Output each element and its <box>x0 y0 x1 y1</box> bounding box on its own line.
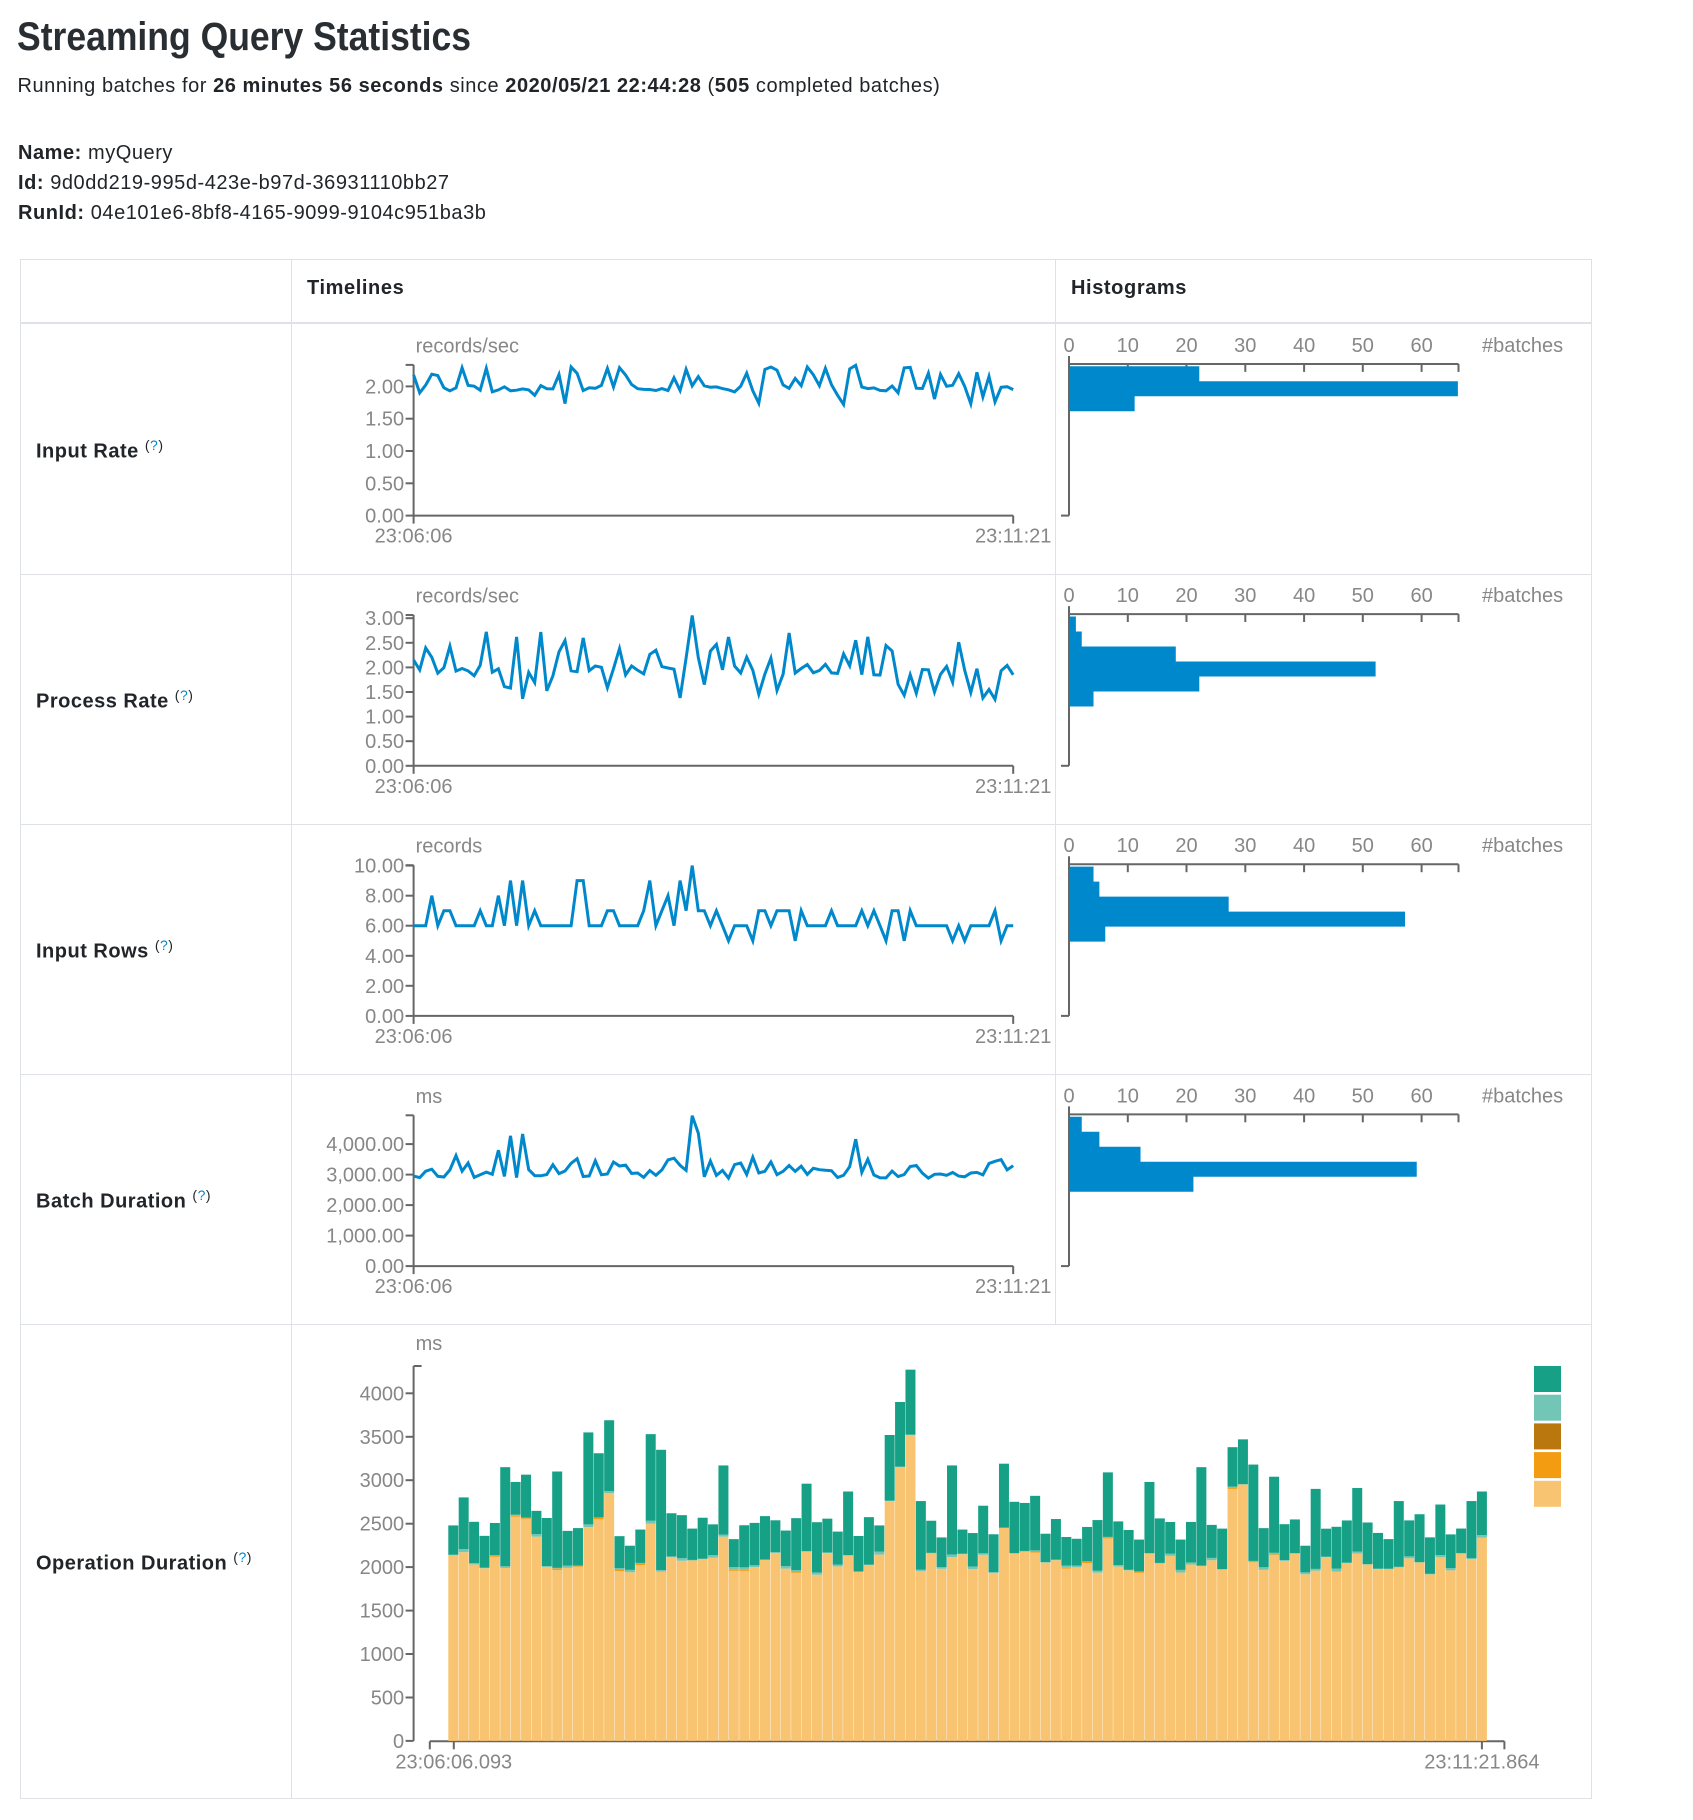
svg-text:23:11:21: 23:11:21 <box>975 776 1051 798</box>
svg-text:0.50: 0.50 <box>365 473 404 495</box>
svg-text:0: 0 <box>1063 335 1074 357</box>
svg-text:10: 10 <box>1117 1085 1139 1107</box>
svg-text:10: 10 <box>1117 835 1139 857</box>
svg-text:60: 60 <box>1410 835 1432 857</box>
svg-text:#batches: #batches <box>1482 835 1563 857</box>
svg-text:records/sec: records/sec <box>416 335 519 357</box>
svg-text:8.00: 8.00 <box>365 886 404 908</box>
svg-text:4,000.00: 4,000.00 <box>326 1134 404 1156</box>
svg-text:#batches: #batches <box>1482 1085 1563 1107</box>
svg-text:2.00: 2.00 <box>365 976 404 998</box>
svg-text:23:11:21: 23:11:21 <box>975 1276 1051 1298</box>
svg-text:2000: 2000 <box>360 1557 405 1579</box>
svg-text:10: 10 <box>1117 335 1139 357</box>
svg-text:4000: 4000 <box>360 1383 405 1405</box>
svg-text:20: 20 <box>1175 335 1197 357</box>
svg-text:50: 50 <box>1352 1085 1374 1107</box>
svg-text:50: 50 <box>1352 585 1374 607</box>
svg-text:2.00: 2.00 <box>365 376 404 398</box>
svg-text:#batches: #batches <box>1482 585 1563 607</box>
svg-text:30: 30 <box>1234 585 1256 607</box>
svg-text:ms: ms <box>416 1086 443 1108</box>
svg-text:20: 20 <box>1175 1085 1197 1107</box>
svg-text:0: 0 <box>393 1731 404 1753</box>
svg-text:records: records <box>416 836 483 858</box>
svg-text:1,000.00: 1,000.00 <box>326 1226 404 1248</box>
svg-text:23:11:21: 23:11:21 <box>975 526 1051 548</box>
svg-text:2.50: 2.50 <box>365 633 404 655</box>
svg-text:1.00: 1.00 <box>365 707 404 729</box>
svg-text:3000: 3000 <box>360 1470 405 1492</box>
svg-text:3500: 3500 <box>360 1427 405 1449</box>
svg-text:0.00: 0.00 <box>365 1006 404 1028</box>
svg-text:30: 30 <box>1234 1085 1256 1107</box>
svg-text:0: 0 <box>1063 585 1074 607</box>
svg-text:ms: ms <box>416 1333 443 1355</box>
svg-text:60: 60 <box>1410 585 1432 607</box>
svg-text:30: 30 <box>1234 835 1256 857</box>
svg-text:23:06:06: 23:06:06 <box>375 1276 453 1298</box>
svg-text:0: 0 <box>1063 835 1074 857</box>
svg-text:0: 0 <box>1063 1085 1074 1107</box>
svg-text:0.50: 0.50 <box>365 731 404 753</box>
svg-text:10: 10 <box>1117 585 1139 607</box>
svg-text:#batches: #batches <box>1482 335 1563 357</box>
svg-text:23:11:21.864: 23:11:21.864 <box>1424 1751 1539 1773</box>
svg-text:4.00: 4.00 <box>365 946 404 968</box>
svg-text:40: 40 <box>1293 585 1315 607</box>
svg-text:23:06:06: 23:06:06 <box>375 526 453 548</box>
svg-text:2,000.00: 2,000.00 <box>326 1195 404 1217</box>
svg-text:23:06:06.093: 23:06:06.093 <box>395 1751 512 1773</box>
svg-text:50: 50 <box>1352 335 1374 357</box>
svg-text:0.00: 0.00 <box>365 756 404 778</box>
svg-text:40: 40 <box>1293 835 1315 857</box>
svg-text:1.50: 1.50 <box>365 682 404 704</box>
svg-text:1.50: 1.50 <box>365 409 404 431</box>
svg-text:500: 500 <box>371 1688 404 1710</box>
svg-text:10.00: 10.00 <box>354 856 404 878</box>
svg-text:0.00: 0.00 <box>365 1256 404 1278</box>
svg-text:1.00: 1.00 <box>365 441 404 463</box>
svg-text:records/sec: records/sec <box>416 586 519 608</box>
svg-text:20: 20 <box>1175 835 1197 857</box>
svg-text:0.00: 0.00 <box>365 506 404 528</box>
svg-text:40: 40 <box>1293 1085 1315 1107</box>
svg-text:2.00: 2.00 <box>365 657 404 679</box>
svg-text:20: 20 <box>1175 585 1197 607</box>
svg-text:30: 30 <box>1234 335 1256 357</box>
svg-text:23:11:21: 23:11:21 <box>975 1026 1051 1048</box>
svg-text:2500: 2500 <box>360 1514 405 1536</box>
svg-text:40: 40 <box>1293 335 1315 357</box>
svg-text:3,000.00: 3,000.00 <box>326 1165 404 1187</box>
svg-text:1500: 1500 <box>360 1601 405 1623</box>
svg-text:23:06:06: 23:06:06 <box>375 776 453 798</box>
svg-text:60: 60 <box>1410 335 1432 357</box>
svg-text:23:06:06: 23:06:06 <box>375 1026 453 1048</box>
svg-text:60: 60 <box>1410 1085 1432 1107</box>
svg-text:3.00: 3.00 <box>365 608 404 630</box>
svg-text:1000: 1000 <box>360 1644 405 1666</box>
svg-text:6.00: 6.00 <box>365 916 404 938</box>
svg-text:50: 50 <box>1352 835 1374 857</box>
